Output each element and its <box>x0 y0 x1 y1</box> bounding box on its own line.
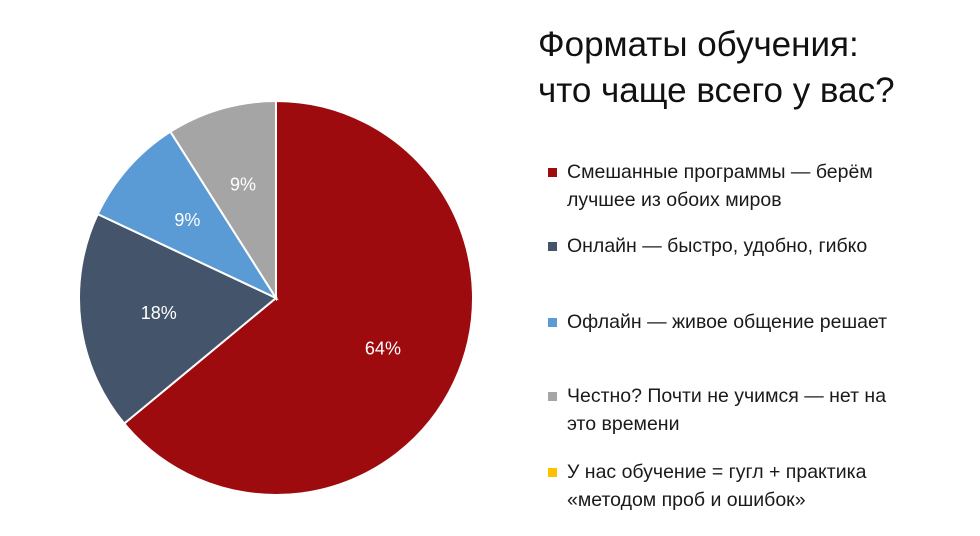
data-label: 64% <box>365 338 401 358</box>
data-label: 9% <box>174 210 200 230</box>
chart-title: Форматы обучения: что чаще всего у вас? <box>538 25 895 110</box>
slice-offline <box>96 130 279 301</box>
legend-swatch <box>548 242 557 251</box>
legend-label: Честно? Почти не учимся — нет на это вре… <box>567 385 887 435</box>
legend-item-offline: Офлайн — живое общение решает <box>548 308 963 336</box>
legend-label: Офлайн — живое общение решает <box>567 311 888 333</box>
legend-swatch <box>548 392 557 401</box>
data-label: 9% <box>230 174 256 194</box>
legend-item-online: Онлайн — быстро, удобно, гибко <box>548 232 963 260</box>
legend-swatch <box>548 468 557 477</box>
legend-item-trial-and-error: У нас обучение = гугл + практика «методо… <box>548 458 963 514</box>
data-label: 18% <box>141 303 177 323</box>
slice-blended <box>122 99 474 496</box>
legend-swatch <box>548 168 557 177</box>
slice-online <box>78 212 278 425</box>
pie-chart: 64% 18% 9% 9% <box>78 99 474 496</box>
legend-item-blended: Смешанные программы — берём лучшее из об… <box>548 158 963 214</box>
legend-item-no-time: Честно? Почти не учимся — нет на это вре… <box>548 382 963 438</box>
slice-no-time <box>169 99 277 302</box>
legend-label: Онлайн — быстро, удобно, гибко <box>567 235 868 257</box>
legend-label: Смешанные программы — берём лучшее из об… <box>567 161 873 211</box>
legend-label: У нас обучение = гугл + практика «методо… <box>567 461 867 511</box>
legend-swatch <box>548 318 557 327</box>
